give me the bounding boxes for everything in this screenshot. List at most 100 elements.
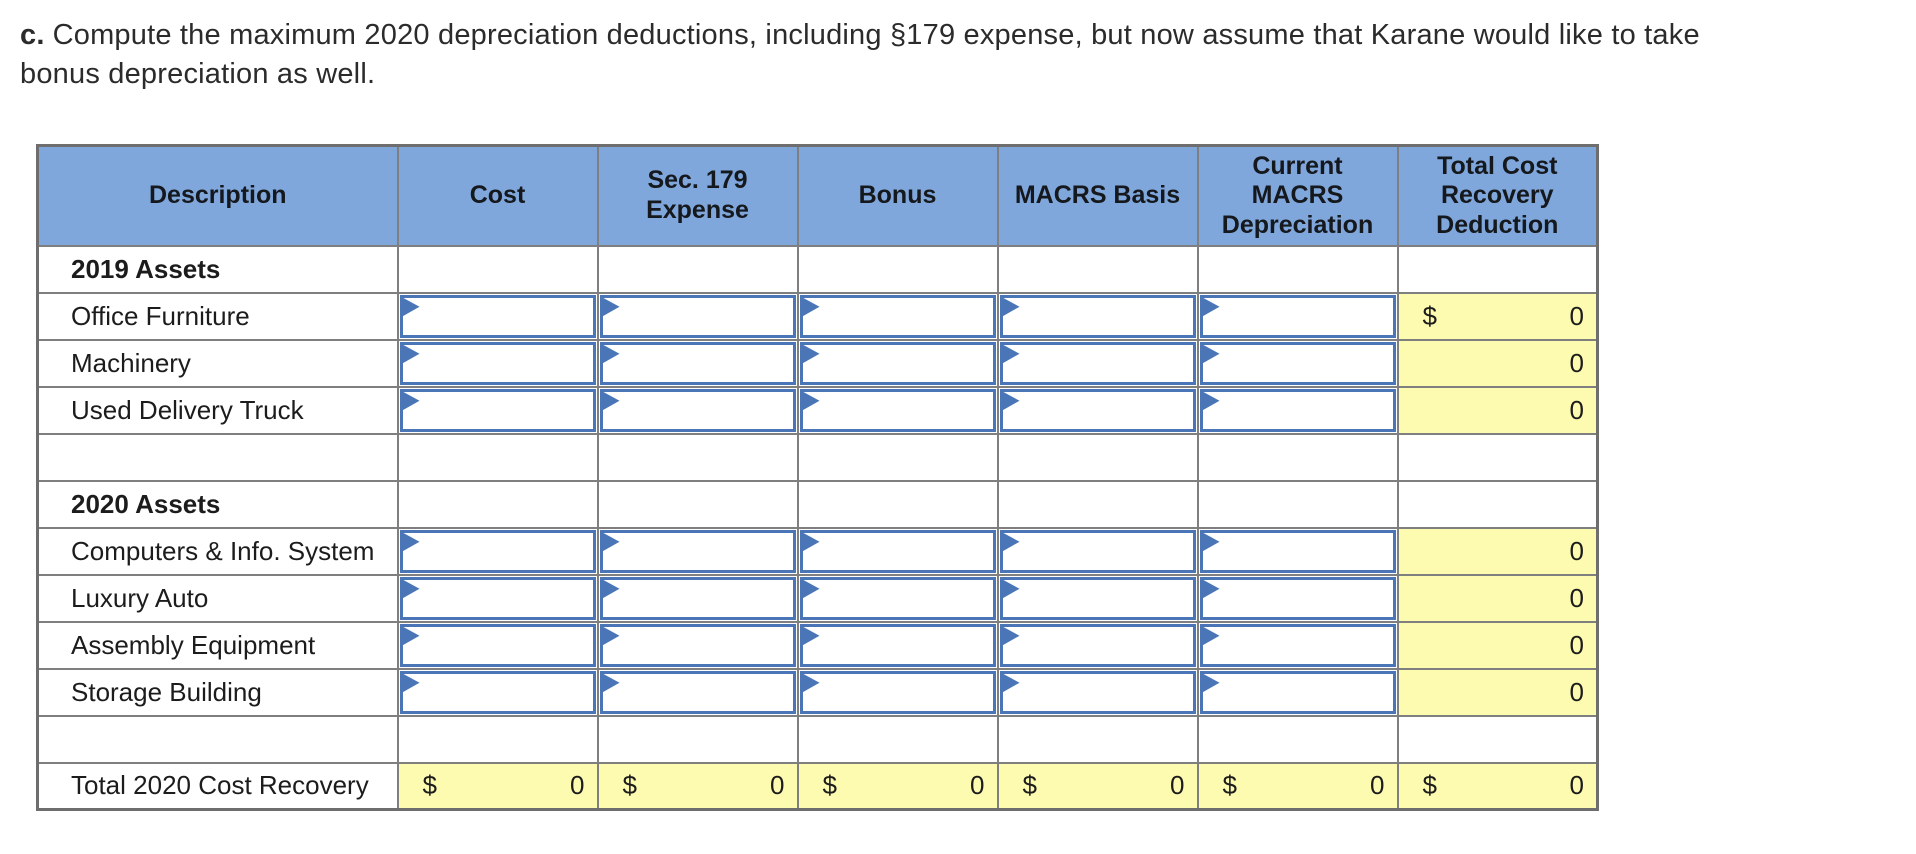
answer-flag-icon — [802, 673, 820, 693]
answer-flag-icon — [1202, 532, 1220, 552]
answer-input-box[interactable] — [1199, 670, 1396, 714]
input-cell-machinery-macrs-basis[interactable] — [996, 338, 1199, 388]
answer-input-box[interactable] — [1199, 529, 1396, 573]
empty-cell — [796, 714, 999, 764]
answer-input-box[interactable] — [1199, 623, 1396, 667]
answer-input-box[interactable] — [599, 576, 796, 620]
input-cell-computers-info-system-bonus[interactable] — [796, 526, 999, 576]
empty-cell — [796, 244, 999, 294]
answer-input-box[interactable] — [399, 341, 596, 385]
answer-input-box[interactable] — [999, 341, 1196, 385]
input-cell-machinery-current-macrs-depreciation[interactable] — [1196, 338, 1399, 388]
input-cell-luxury-auto-bonus[interactable] — [796, 573, 999, 623]
answer-input-box[interactable] — [999, 670, 1196, 714]
asset-row-storage-building: Storage Building 0 — [36, 667, 1599, 717]
empty-cell — [1196, 714, 1399, 764]
input-cell-computers-info-system-current-macrs-depreciation[interactable] — [1196, 526, 1399, 576]
depreciation-table: Description Cost Sec. 179 Expense Bonus MACR… — [36, 144, 1599, 811]
row-label-luxury-auto: Luxury Auto — [36, 573, 399, 623]
input-cell-office-furniture-sec-179-expense[interactable] — [596, 291, 799, 341]
computed-cell-assembly-equipment: 0 — [1396, 620, 1599, 670]
input-cell-machinery-sec-179-expense[interactable] — [596, 338, 799, 388]
input-cell-used-delivery-truck-current-macrs-depreciation[interactable] — [1196, 385, 1399, 435]
input-cell-assembly-equipment-cost[interactable] — [396, 620, 599, 670]
answer-input-box[interactable] — [999, 529, 1196, 573]
answer-flag-icon — [602, 673, 620, 693]
total-cell-current-macrs-depreciation: $0 — [1196, 761, 1399, 811]
answer-input-box[interactable] — [1199, 388, 1396, 432]
input-cell-office-furniture-cost[interactable] — [396, 291, 599, 341]
answer-input-box[interactable] — [599, 341, 796, 385]
input-cell-machinery-cost[interactable] — [396, 338, 599, 388]
answer-input-box[interactable] — [599, 388, 796, 432]
input-cell-storage-building-sec-179-expense[interactable] — [596, 667, 799, 717]
answer-input-box[interactable] — [799, 623, 996, 667]
computed-cell-office-furniture: $0 — [1396, 291, 1599, 341]
row-label-computers-info-system: Computers & Info. System — [36, 526, 399, 576]
answer-input-box[interactable] — [399, 670, 596, 714]
input-cell-assembly-equipment-sec-179-expense[interactable] — [596, 620, 799, 670]
answer-flag-icon — [1002, 344, 1020, 364]
answer-flag-icon — [602, 626, 620, 646]
input-cell-storage-building-cost[interactable] — [396, 667, 599, 717]
input-cell-luxury-auto-cost[interactable] — [396, 573, 599, 623]
answer-input-box[interactable] — [799, 670, 996, 714]
input-cell-used-delivery-truck-bonus[interactable] — [796, 385, 999, 435]
computed-value: 0 — [570, 770, 585, 801]
question-text: c. Compute the maximum 2020 depreciation … — [20, 16, 1896, 94]
input-cell-assembly-equipment-bonus[interactable] — [796, 620, 999, 670]
input-cell-used-delivery-truck-cost[interactable] — [396, 385, 599, 435]
answer-input-box[interactable] — [999, 623, 1196, 667]
answer-flag-icon — [402, 344, 420, 364]
input-cell-storage-building-bonus[interactable] — [796, 667, 999, 717]
answer-input-box[interactable] — [599, 294, 796, 338]
answer-flag-icon — [802, 532, 820, 552]
answer-flag-icon — [802, 579, 820, 599]
input-cell-assembly-equipment-macrs-basis[interactable] — [996, 620, 1199, 670]
input-cell-computers-info-system-cost[interactable] — [396, 526, 599, 576]
input-cell-assembly-equipment-current-macrs-depreciation[interactable] — [1196, 620, 1399, 670]
answer-input-box[interactable] — [799, 388, 996, 432]
input-cell-computers-info-system-sec-179-expense[interactable] — [596, 526, 799, 576]
answer-input-box[interactable] — [599, 670, 796, 714]
answer-input-box[interactable] — [399, 623, 596, 667]
answer-input-box[interactable] — [599, 623, 796, 667]
input-cell-storage-building-current-macrs-depreciation[interactable] — [1196, 667, 1399, 717]
input-cell-office-furniture-macrs-basis[interactable] — [996, 291, 1199, 341]
answer-input-box[interactable] — [1199, 341, 1396, 385]
column-header-macrs-basis: MACRS Basis — [996, 144, 1199, 247]
answer-input-box[interactable] — [399, 388, 596, 432]
answer-input-box[interactable] — [1199, 576, 1396, 620]
computed-value: 0 — [1569, 347, 1584, 378]
answer-flag-icon — [1002, 297, 1020, 317]
input-cell-luxury-auto-sec-179-expense[interactable] — [596, 573, 799, 623]
answer-input-box[interactable] — [399, 529, 596, 573]
computed-cell-storage-building: 0 — [1396, 667, 1599, 717]
answer-input-box[interactable] — [999, 388, 1196, 432]
empty-cell — [1396, 479, 1599, 529]
answer-input-box[interactable] — [1199, 294, 1396, 338]
answer-input-box[interactable] — [999, 294, 1196, 338]
input-cell-office-furniture-current-macrs-depreciation[interactable] — [1196, 291, 1399, 341]
input-cell-used-delivery-truck-sec-179-expense[interactable] — [596, 385, 799, 435]
input-cell-machinery-bonus[interactable] — [796, 338, 999, 388]
answer-flag-icon — [402, 626, 420, 646]
answer-input-box[interactable] — [399, 294, 596, 338]
answer-input-box[interactable] — [799, 341, 996, 385]
answer-input-box[interactable] — [999, 576, 1196, 620]
answer-input-box[interactable] — [799, 294, 996, 338]
input-cell-computers-info-system-macrs-basis[interactable] — [996, 526, 1199, 576]
input-cell-storage-building-macrs-basis[interactable] — [996, 667, 1199, 717]
section-row-2019-assets: 2019 Assets — [36, 244, 1599, 294]
answer-input-box[interactable] — [599, 529, 796, 573]
answer-input-box[interactable] — [399, 576, 596, 620]
input-cell-used-delivery-truck-macrs-basis[interactable] — [996, 385, 1199, 435]
question-letter: c. — [20, 19, 45, 51]
input-cell-luxury-auto-macrs-basis[interactable] — [996, 573, 1199, 623]
answer-input-box[interactable] — [799, 576, 996, 620]
spacer-row — [36, 432, 1599, 482]
input-cell-office-furniture-bonus[interactable] — [796, 291, 999, 341]
input-cell-luxury-auto-current-macrs-depreciation[interactable] — [1196, 573, 1399, 623]
answer-input-box[interactable] — [799, 529, 996, 573]
currency-symbol: $ — [1222, 770, 1237, 801]
